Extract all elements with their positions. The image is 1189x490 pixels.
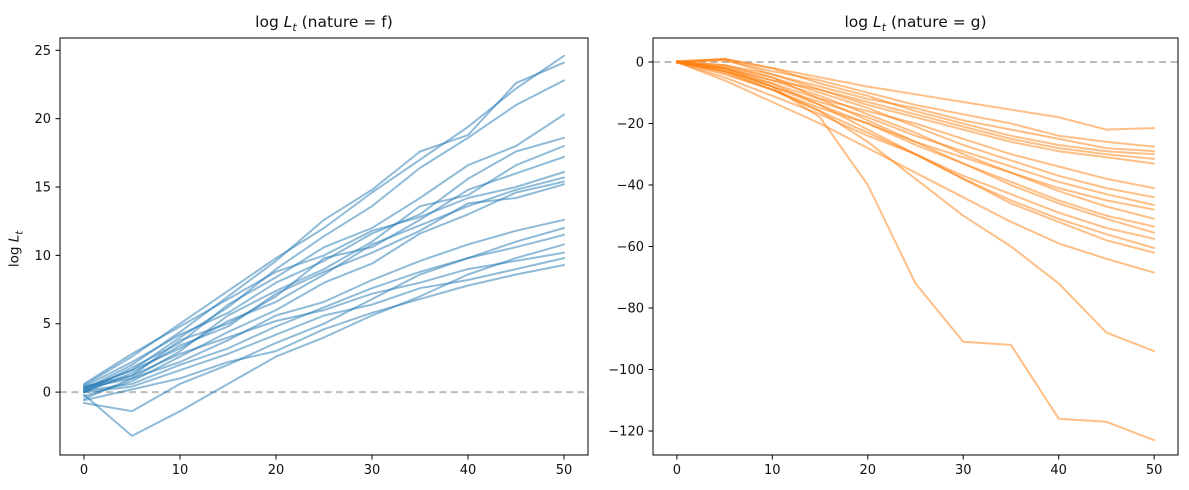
series-line bbox=[83, 257, 565, 394]
series-line bbox=[675, 61, 1156, 234]
x-tick-label: 20 bbox=[268, 463, 285, 478]
series-line bbox=[83, 264, 565, 402]
x-tick-label: 50 bbox=[556, 463, 573, 478]
y-tick-label: −60 bbox=[617, 240, 644, 255]
y-tick-label: −120 bbox=[608, 425, 644, 440]
x-tick-label: 30 bbox=[364, 463, 381, 478]
right-chart-title: log Lt (nature = g) bbox=[653, 13, 1178, 34]
y-tick-label: 25 bbox=[34, 44, 51, 59]
y-tick-label: 0 bbox=[43, 386, 51, 401]
x-tick-label: 10 bbox=[764, 463, 781, 478]
title-log: log bbox=[255, 13, 284, 31]
series-line bbox=[675, 61, 1156, 442]
series-line bbox=[83, 136, 565, 388]
axes-frame bbox=[652, 37, 1179, 456]
left-chart-title: log Lt (nature = f) bbox=[60, 13, 588, 34]
title-sub: t bbox=[292, 21, 297, 35]
title-log: log bbox=[844, 13, 874, 31]
y-tick-label: −20 bbox=[617, 117, 644, 132]
y-tick-label: −100 bbox=[608, 363, 644, 378]
title-sub: t bbox=[881, 21, 887, 35]
series-line bbox=[83, 183, 565, 394]
series-line bbox=[83, 227, 565, 413]
series-line bbox=[675, 61, 1156, 220]
series-line bbox=[83, 180, 565, 398]
x-tick-label: 20 bbox=[859, 463, 876, 478]
y-tick-label: 5 bbox=[43, 317, 51, 332]
series-line bbox=[675, 61, 1156, 274]
y-tick-label: 15 bbox=[34, 181, 51, 196]
y-tick-label: 0 bbox=[636, 55, 644, 70]
y-axis-label: log Lt bbox=[6, 230, 26, 268]
y-tick-label: 10 bbox=[34, 249, 51, 264]
series-line bbox=[83, 79, 565, 389]
y-tick-label: −80 bbox=[617, 302, 644, 317]
series-line bbox=[83, 218, 565, 389]
series-line bbox=[675, 57, 1156, 156]
x-tick-label: 10 bbox=[172, 463, 189, 478]
x-tick-label: 0 bbox=[80, 463, 88, 478]
title-rest: (nature = g) bbox=[886, 13, 987, 31]
title-var: L bbox=[283, 13, 293, 31]
series-line bbox=[675, 59, 1156, 148]
x-tick-label: 50 bbox=[1146, 463, 1163, 478]
series-line bbox=[675, 60, 1156, 153]
series-line bbox=[83, 243, 565, 437]
series-line bbox=[83, 171, 565, 385]
series-line bbox=[83, 233, 565, 392]
x-tick-label: 40 bbox=[460, 463, 477, 478]
series-line bbox=[675, 58, 1156, 165]
title-rest: (nature = f) bbox=[296, 13, 393, 31]
x-tick-label: 0 bbox=[673, 463, 681, 478]
title-var: L bbox=[873, 13, 882, 31]
series-line bbox=[83, 251, 565, 388]
series-line bbox=[83, 155, 565, 392]
y-tick-label: 20 bbox=[34, 112, 51, 127]
series-line bbox=[675, 61, 1156, 353]
x-tick-label: 30 bbox=[955, 463, 972, 478]
x-tick-label: 40 bbox=[1050, 463, 1067, 478]
y-tick-label: −40 bbox=[617, 178, 644, 193]
series-line bbox=[675, 60, 1156, 254]
axes-frame bbox=[59, 37, 589, 456]
